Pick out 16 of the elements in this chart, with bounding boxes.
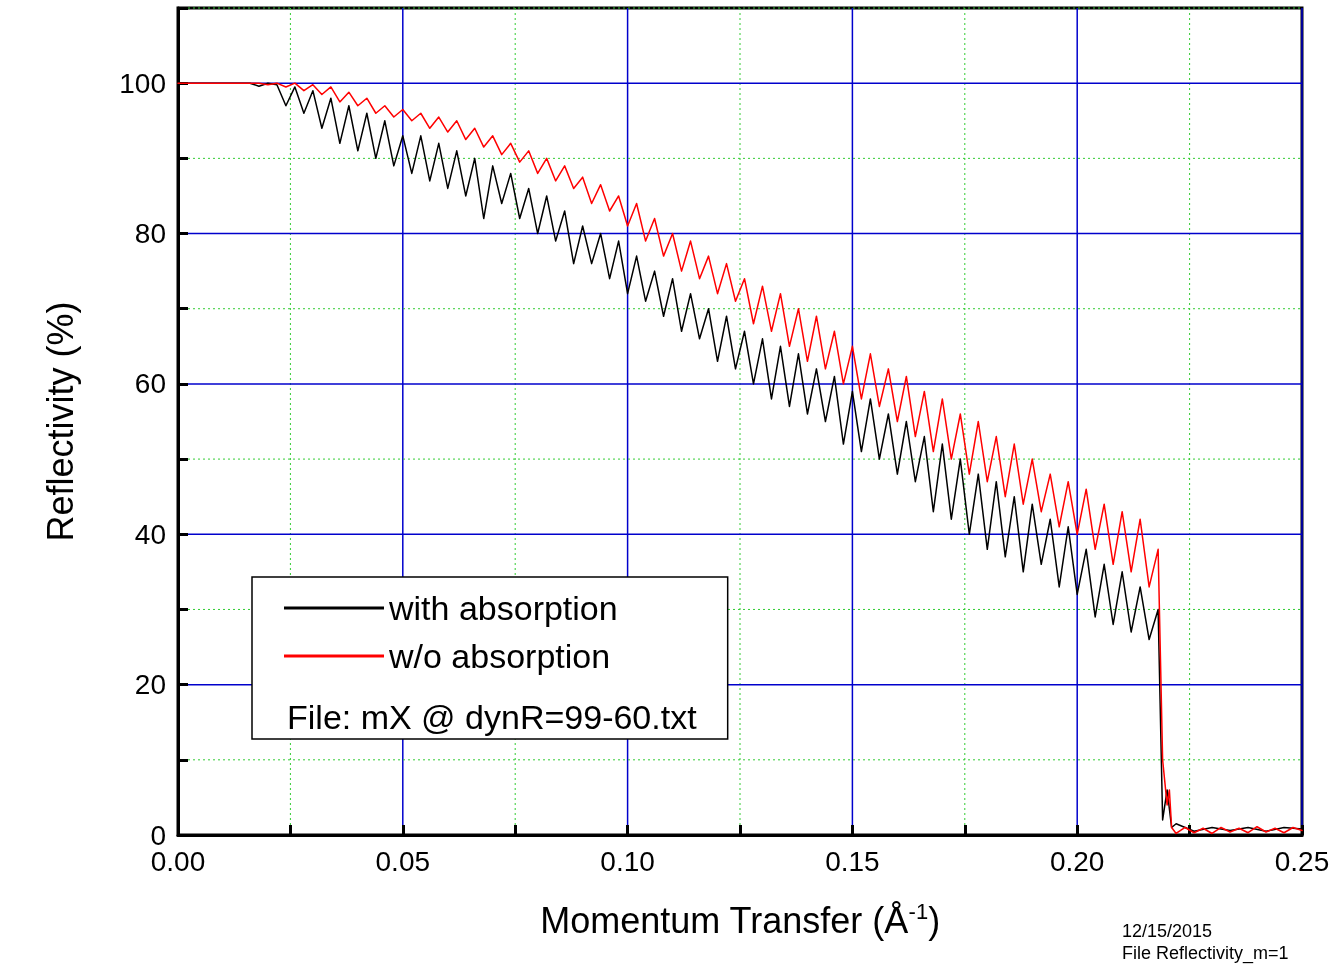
x-tick-label: 0.05	[375, 845, 431, 877]
text: 12/15/2015	[1122, 921, 1213, 941]
x-tick-label: 0.15	[825, 845, 880, 877]
y-tick-label: 100	[119, 67, 166, 99]
legend-label: w/o absorption	[388, 637, 611, 675]
annotation: File: mX @ dynR=99-60.txt	[287, 698, 698, 736]
y-tick-label: 20	[134, 669, 166, 701]
x-tick-label: 0.20	[1049, 845, 1105, 877]
y-tick-label: 40	[134, 518, 166, 550]
y-tick-label: 60	[134, 368, 166, 400]
legend-label: with absorption	[388, 589, 618, 627]
text: File Reflectivity_m=1	[1122, 943, 1289, 964]
y-axis-title: Reflectivity (%)	[39, 301, 81, 542]
x-tick-label: 0.25	[1274, 845, 1330, 877]
x-tick-label: 0.10	[600, 845, 655, 877]
y-tick-label: 80	[134, 218, 166, 250]
